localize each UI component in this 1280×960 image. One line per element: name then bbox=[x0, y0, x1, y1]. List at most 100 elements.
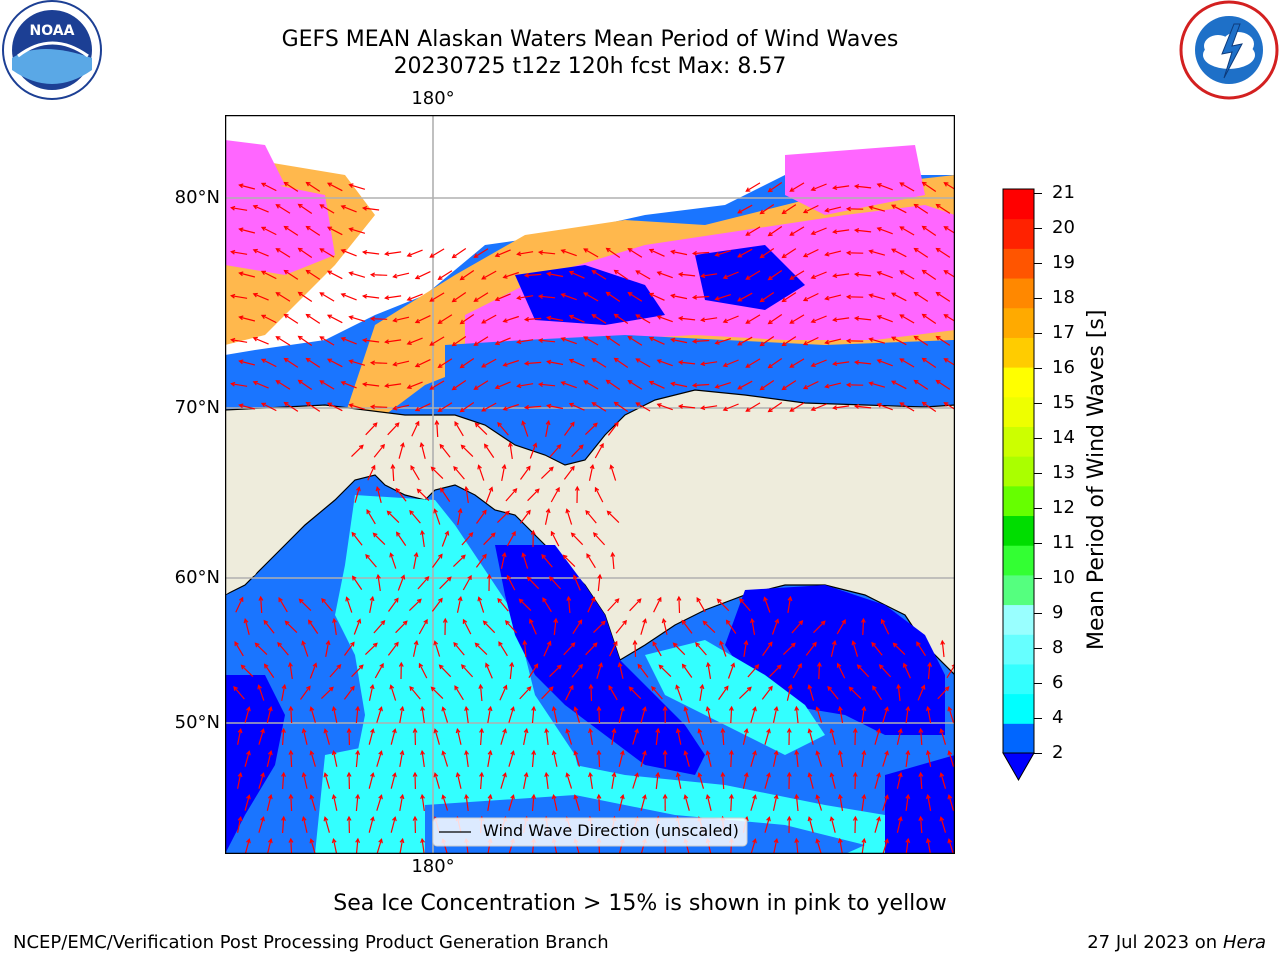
wind-wave-arrow-head bbox=[642, 794, 647, 800]
wind-wave-arrow-head bbox=[880, 618, 886, 624]
wind-wave-arrow-head bbox=[437, 407, 443, 412]
wind-wave-arrow bbox=[284, 402, 299, 412]
wind-wave-arrow bbox=[693, 295, 710, 299]
wind-wave-arrow-head bbox=[412, 771, 418, 777]
wind-wave-arrow bbox=[795, 750, 799, 768]
wind-wave-arrow bbox=[881, 619, 890, 635]
wind-wave-arrow bbox=[914, 336, 929, 346]
wind-wave-arrow bbox=[586, 553, 596, 569]
wind-wave-arrow-head bbox=[246, 794, 251, 800]
wind-wave-arrow bbox=[899, 314, 915, 324]
wind-wave-arrow bbox=[640, 751, 646, 767]
wind-wave-arrow bbox=[768, 314, 783, 324]
wind-wave-arrow bbox=[368, 729, 374, 745]
wind-wave-arrow bbox=[771, 619, 779, 635]
wind-wave-arrow-head bbox=[504, 510, 510, 516]
colorbar-segment bbox=[1003, 367, 1034, 398]
wind-wave-arrow-head bbox=[416, 488, 422, 494]
wind-wave-arrow bbox=[319, 336, 335, 346]
wind-wave-arrow-head bbox=[560, 293, 566, 298]
wind-wave-arrow bbox=[944, 314, 955, 323]
wind-wave-arrow bbox=[365, 554, 377, 568]
wind-wave-arrow-head bbox=[789, 319, 795, 324]
wind-wave-arrow-head bbox=[502, 318, 508, 323]
wind-wave-arrow-head bbox=[606, 510, 612, 516]
wind-wave-arrow-head bbox=[913, 379, 919, 385]
wind-wave-arrow-head bbox=[632, 639, 638, 645]
wind-wave-arrow bbox=[920, 816, 923, 834]
wind-wave-arrow bbox=[681, 620, 693, 634]
wind-wave-arrow-head bbox=[240, 664, 246, 670]
arctic-no-data bbox=[225, 115, 955, 355]
wind-wave-arrow-head bbox=[794, 793, 800, 799]
wind-wave-arrow-head bbox=[820, 620, 826, 626]
wind-wave-arrow bbox=[452, 554, 466, 568]
wind-wave-arrow bbox=[637, 664, 649, 678]
wind-wave-arrow-head bbox=[406, 252, 412, 257]
wind-wave-arrow-head bbox=[481, 275, 487, 280]
wind-wave-arrow-head bbox=[781, 253, 787, 259]
wind-wave-arrow-head bbox=[802, 208, 809, 214]
wind-wave-arrow bbox=[715, 382, 731, 388]
wind-wave-arrow bbox=[745, 314, 761, 324]
wind-wave-arrow-head bbox=[752, 794, 757, 800]
wind-wave-arrow bbox=[936, 336, 951, 346]
wind-wave-arrow-head bbox=[494, 252, 500, 258]
wind-wave-arrow-head bbox=[526, 686, 532, 692]
wind-wave-arrow bbox=[861, 839, 865, 854]
wind-wave-arrow bbox=[503, 403, 519, 411]
wind-wave-arrow bbox=[760, 248, 775, 258]
wind-wave-arrow-head bbox=[627, 292, 633, 297]
wind-wave-arrow-head bbox=[807, 816, 813, 822]
wind-wave-arrow-head bbox=[389, 552, 394, 558]
wind-wave-arrow bbox=[396, 532, 407, 546]
footer-left: NCEP/EMC/Verification Post Processing Pr… bbox=[13, 932, 609, 953]
wind-wave-arrow-head bbox=[537, 250, 544, 255]
wind-wave-arrow-head bbox=[530, 529, 536, 535]
wind-wave-arrow-head bbox=[533, 663, 539, 669]
wind-wave-arrow-head bbox=[605, 379, 611, 385]
wind-wave-arrow bbox=[789, 314, 805, 324]
wind-wave-arrow-head bbox=[305, 269, 311, 275]
wind-wave-arrow-head bbox=[648, 380, 654, 386]
wind-wave-arrow bbox=[655, 772, 659, 790]
wind-wave-arrow bbox=[772, 707, 778, 723]
wind-wave-arrow-head bbox=[350, 641, 355, 647]
wind-wave-arrow bbox=[837, 663, 846, 679]
wind-wave-arrow-head bbox=[845, 294, 851, 300]
wind-wave-arrow bbox=[517, 339, 534, 343]
wind-wave-arrow-head bbox=[611, 727, 617, 734]
wind-wave-arrow-head bbox=[890, 292, 897, 297]
wind-wave-arrow-head bbox=[845, 206, 851, 212]
wind-wave-arrow bbox=[922, 314, 937, 324]
wind-wave-arrow-head bbox=[260, 182, 267, 188]
wind-wave-arrow-head bbox=[776, 664, 782, 670]
wind-wave-arrow-head bbox=[510, 794, 515, 800]
wind-wave-arrow bbox=[452, 248, 467, 258]
wind-wave-arrow-head bbox=[927, 661, 933, 667]
wind-wave-arrow-head bbox=[331, 837, 337, 844]
wind-wave-arrow bbox=[525, 273, 542, 277]
wind-wave-arrow-head bbox=[297, 203, 303, 209]
wind-wave-arrow bbox=[745, 402, 761, 412]
wind-wave-arrow bbox=[684, 707, 690, 723]
wind-wave-arrow-head bbox=[613, 357, 619, 363]
wind-wave-arrow bbox=[607, 422, 619, 436]
wind-wave-arrow bbox=[869, 294, 886, 300]
wind-wave-arrow-head bbox=[348, 227, 354, 233]
wind-wave-arrow bbox=[618, 751, 624, 767]
wind-wave-arrow bbox=[569, 315, 585, 323]
wind-wave-arrow bbox=[442, 707, 449, 723]
wind-wave-arrow-head bbox=[619, 749, 625, 756]
wind-wave-arrow bbox=[891, 292, 907, 302]
wind-wave-arrow bbox=[332, 751, 338, 767]
wind-wave-arrow-head bbox=[861, 837, 867, 844]
wind-wave-arrow bbox=[306, 182, 321, 192]
wind-wave-arrow bbox=[607, 598, 620, 612]
wind-wave-arrow bbox=[882, 839, 889, 854]
wind-wave-arrow bbox=[454, 421, 464, 437]
wind-wave-arrow-head bbox=[348, 271, 354, 277]
colorbar-tick-mark bbox=[1034, 718, 1042, 719]
wind-wave-arrow-head bbox=[556, 444, 562, 450]
wind-wave-arrow bbox=[677, 773, 682, 789]
